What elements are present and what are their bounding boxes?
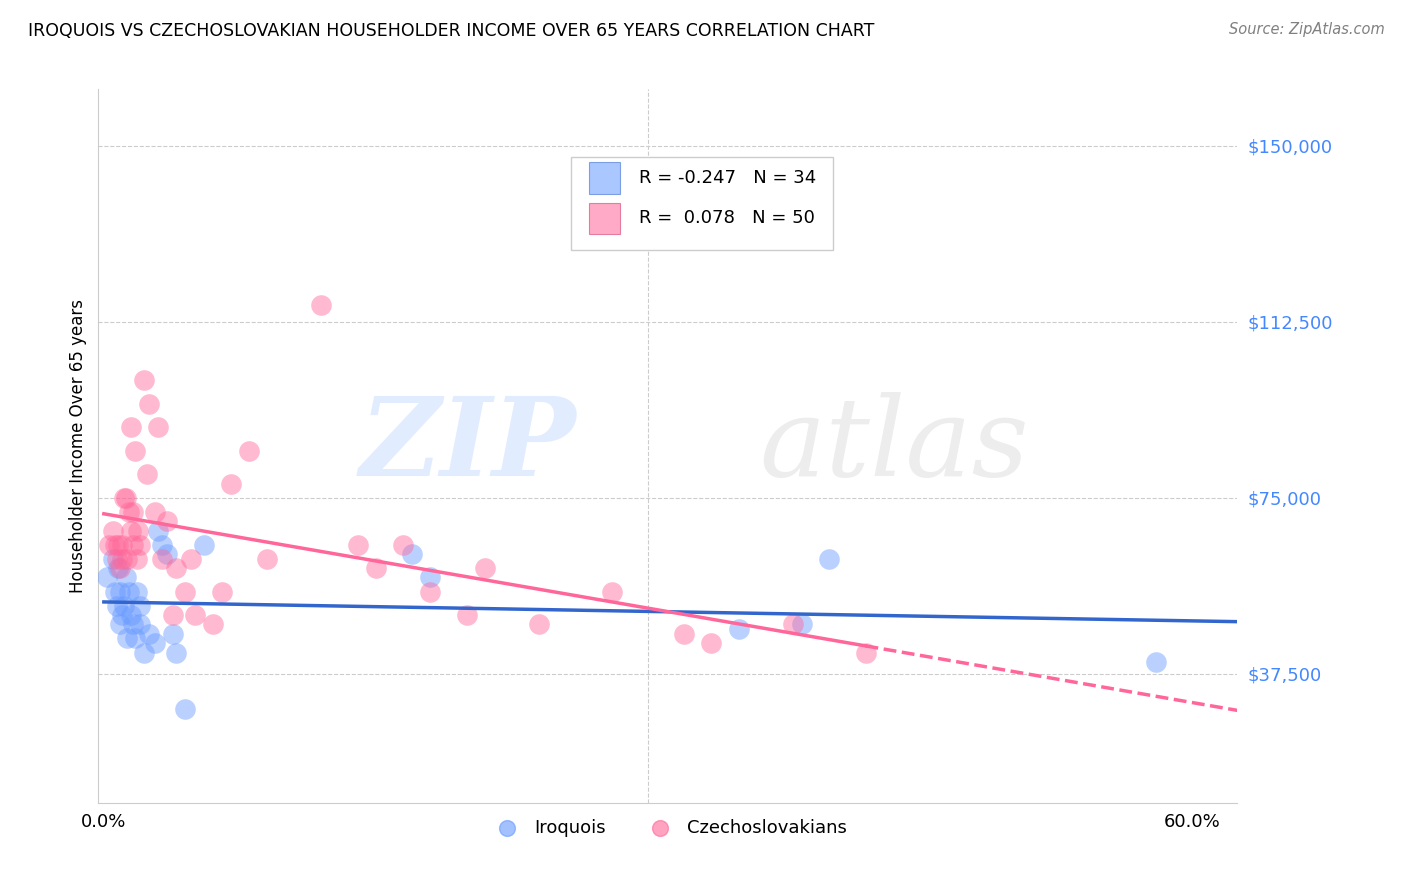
Legend: Iroquois, Czechoslovakians: Iroquois, Czechoslovakians <box>482 812 853 844</box>
Point <box>165 646 187 660</box>
Point <box>219 476 242 491</box>
Point <box>111 538 134 552</box>
Point <box>107 561 129 575</box>
Point <box>527 617 550 632</box>
Point <box>129 617 152 632</box>
Point <box>238 443 260 458</box>
Point <box>174 584 197 599</box>
Point <box>105 599 128 613</box>
Point <box>127 524 149 538</box>
Point <box>256 551 278 566</box>
Point <box>138 397 160 411</box>
Point <box>419 570 441 584</box>
Point <box>111 607 134 622</box>
Point <box>108 561 131 575</box>
FancyBboxPatch shape <box>571 157 832 250</box>
Point <box>401 547 423 561</box>
Point <box>132 646 155 660</box>
Point <box>101 551 124 566</box>
Point <box>125 551 148 566</box>
Point <box>120 524 142 538</box>
Text: R =  0.078   N = 50: R = 0.078 N = 50 <box>640 210 815 227</box>
Point <box>132 373 155 387</box>
Text: R = -0.247   N = 34: R = -0.247 N = 34 <box>640 169 817 187</box>
Point <box>150 538 173 552</box>
Point <box>143 636 166 650</box>
Point <box>120 607 142 622</box>
Point <box>96 570 118 584</box>
Y-axis label: Householder Income Over 65 years: Householder Income Over 65 years <box>69 299 87 593</box>
Point <box>162 627 184 641</box>
Point <box>700 636 723 650</box>
Point <box>673 627 696 641</box>
Point <box>112 599 135 613</box>
Point <box>727 622 749 636</box>
Point <box>124 443 146 458</box>
Point <box>364 561 387 575</box>
Text: atlas: atlas <box>759 392 1029 500</box>
Point <box>98 538 121 552</box>
Point <box>419 584 441 599</box>
Point <box>108 617 131 632</box>
Point <box>346 538 368 552</box>
Point <box>201 617 224 632</box>
Point <box>138 627 160 641</box>
Point <box>101 524 124 538</box>
Point <box>124 632 146 646</box>
Point <box>782 617 804 632</box>
Point <box>600 584 623 599</box>
Point <box>122 538 145 552</box>
Point <box>122 617 145 632</box>
Point <box>150 551 173 566</box>
Point <box>111 551 134 566</box>
Point <box>211 584 233 599</box>
Point <box>122 505 145 519</box>
Point <box>125 584 148 599</box>
Point <box>117 632 139 646</box>
Point <box>474 561 496 575</box>
Point <box>129 538 152 552</box>
Point <box>104 584 127 599</box>
Point <box>118 584 141 599</box>
Point <box>180 551 202 566</box>
Point <box>174 702 197 716</box>
Point <box>183 607 205 622</box>
Text: ZIP: ZIP <box>360 392 576 500</box>
Point <box>104 538 127 552</box>
Point <box>120 420 142 434</box>
Point <box>1144 655 1167 669</box>
Point <box>818 551 841 566</box>
Point <box>108 584 131 599</box>
Text: Source: ZipAtlas.com: Source: ZipAtlas.com <box>1229 22 1385 37</box>
FancyBboxPatch shape <box>589 162 620 194</box>
Point <box>112 491 135 505</box>
Point <box>148 420 170 434</box>
Point <box>105 551 128 566</box>
Point <box>790 617 813 632</box>
Point <box>311 298 333 312</box>
Point <box>114 570 136 584</box>
FancyBboxPatch shape <box>589 202 620 234</box>
Point <box>855 646 877 660</box>
Point <box>156 547 179 561</box>
Point <box>143 505 166 519</box>
Point <box>162 607 184 622</box>
Point <box>129 599 152 613</box>
Point <box>156 514 179 528</box>
Point <box>165 561 187 575</box>
Point <box>456 607 478 622</box>
Point <box>136 467 159 482</box>
Point <box>148 524 170 538</box>
Point <box>114 491 136 505</box>
Point <box>117 551 139 566</box>
Point <box>193 538 215 552</box>
Point <box>107 538 129 552</box>
Point <box>118 505 141 519</box>
Point <box>392 538 415 552</box>
Text: IROQUOIS VS CZECHOSLOVAKIAN HOUSEHOLDER INCOME OVER 65 YEARS CORRELATION CHART: IROQUOIS VS CZECHOSLOVAKIAN HOUSEHOLDER … <box>28 22 875 40</box>
